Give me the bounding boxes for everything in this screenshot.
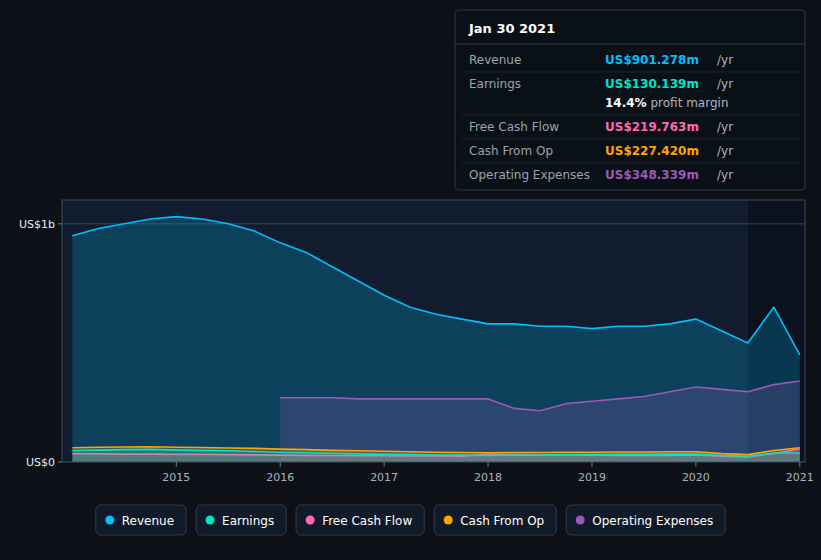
info-row-divider [461, 72, 799, 73]
x-tick [384, 462, 385, 467]
area-fill [72, 217, 799, 462]
x-tick-label: 2019 [578, 471, 606, 484]
area-fill [72, 449, 799, 462]
info-value: US$901.278m [605, 53, 699, 67]
legend-swatch [306, 516, 315, 525]
info-suffix: /yr [717, 144, 733, 158]
background [0, 0, 821, 560]
y-tick [58, 223, 62, 224]
x-tick-label: 2018 [474, 471, 502, 484]
series-group [72, 449, 799, 462]
plot-area [62, 200, 805, 462]
info-value: US$130.139m [605, 77, 699, 91]
info-suffix: /yr [717, 168, 733, 182]
x-tick-label: 2016 [266, 471, 294, 484]
series-group [280, 381, 800, 462]
info-row-divider [461, 163, 799, 164]
legend-item: Cash From Op [434, 505, 556, 535]
area-fill [72, 449, 799, 462]
y-tick-label: US$0 [26, 456, 55, 469]
x-tick-label: 2015 [162, 471, 190, 484]
page: {"chart_data": { "type": "area", "x": [2… [0, 0, 821, 560]
series-line [72, 217, 799, 355]
legend-box [296, 505, 424, 535]
y-tick-label: US$1b [19, 218, 55, 231]
legend: Revenue Earnings Free Cash Flow Cash From O… [96, 505, 725, 535]
legend-label: Earnings [222, 514, 274, 528]
info-label: Free Cash Flow [469, 120, 559, 134]
legend-box [434, 505, 556, 535]
info-row-divider [461, 139, 799, 140]
legend-swatch [576, 516, 585, 525]
x-tick [591, 462, 592, 467]
x-tick [488, 462, 489, 467]
info-extra-part: 14.4% [605, 96, 647, 110]
info-extra: 14.4% profit margin [605, 96, 728, 110]
x-tick [280, 462, 281, 467]
legend-item: Earnings [196, 505, 286, 535]
info-label: Revenue [469, 53, 521, 67]
x-tick-label: 2020 [682, 471, 710, 484]
info-value: US$219.763m [605, 120, 699, 134]
info-box: Jan 30 2021 Revenue US$901.278m/yr Earnings… [455, 10, 805, 190]
info-row-divider [461, 115, 799, 116]
info-box-title: Jan 30 2021 [468, 21, 555, 36]
info-label: Earnings [469, 77, 521, 91]
legend-box [566, 505, 725, 535]
chart: 2015 2016 2017 2018 2019 2020 2021 US$0 US$1b Jan… [0, 0, 821, 560]
x-tick [799, 462, 800, 467]
x-tick [695, 462, 696, 467]
info-label: Operating Expenses [469, 168, 590, 182]
series-group [72, 447, 799, 462]
series-group [72, 217, 799, 462]
legend-label: Free Cash Flow [322, 514, 412, 528]
info-suffix: /yr [717, 53, 733, 67]
legend-swatch [444, 516, 453, 525]
plot-background [62, 200, 805, 462]
x-tick-label: 2017 [370, 471, 398, 484]
legend-label: Revenue [122, 514, 174, 528]
y-tick [58, 462, 62, 463]
legend-label: Cash From Op [460, 514, 544, 528]
legend-swatch [206, 516, 215, 525]
area-fill [280, 381, 800, 462]
info-label: Cash From Op [469, 144, 553, 158]
info-value: US$227.420m [605, 144, 699, 158]
legend-item: Operating Expenses [566, 505, 725, 535]
legend-box [196, 505, 286, 535]
legend-swatch [105, 516, 114, 525]
x-tick [176, 462, 177, 467]
series-group [72, 449, 799, 462]
info-value: US$348.339m [605, 168, 699, 182]
legend-label: Operating Expenses [592, 514, 713, 528]
x-tick-label: 2021 [786, 471, 814, 484]
series-line [280, 381, 800, 411]
info-extra-part: profit margin [647, 96, 729, 110]
plot-frame [62, 200, 805, 462]
info-box-divider [455, 44, 805, 45]
info-suffix: /yr [717, 77, 733, 91]
legend-box [96, 505, 186, 535]
area-fill [72, 447, 799, 462]
series-line [72, 449, 799, 456]
legend-item: Revenue [96, 505, 186, 535]
info-suffix: /yr [717, 120, 733, 134]
legend-item: Free Cash Flow [296, 505, 424, 535]
info-box-background [455, 10, 805, 190]
